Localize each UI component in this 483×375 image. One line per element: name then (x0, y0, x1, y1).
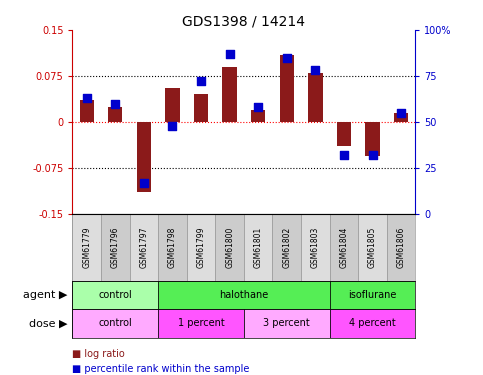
Bar (215, 214, 244, 281)
Text: GSM61800: GSM61800 (225, 227, 234, 268)
Bar (187, 214, 215, 281)
Bar (72, 309, 158, 338)
Bar (129, 214, 158, 281)
Bar (72, 281, 158, 309)
Text: GSM61798: GSM61798 (168, 227, 177, 268)
Bar (330, 214, 358, 281)
Bar (244, 309, 330, 338)
Text: ■ percentile rank within the sample: ■ percentile rank within the sample (72, 364, 250, 374)
Text: GSM61804: GSM61804 (340, 227, 348, 268)
Bar (244, 214, 272, 281)
Bar (387, 214, 415, 281)
Text: GSM61805: GSM61805 (368, 227, 377, 268)
Bar (308, 73, 323, 122)
Text: GSM61799: GSM61799 (197, 227, 206, 268)
Bar (108, 106, 123, 122)
Text: GSM61796: GSM61796 (111, 227, 120, 268)
Bar (158, 214, 187, 281)
Text: GSM61802: GSM61802 (282, 227, 291, 268)
Point (283, 55, 291, 61)
Bar (137, 122, 151, 192)
Point (197, 78, 205, 84)
Point (83, 95, 91, 101)
Point (340, 152, 348, 158)
Text: dose ▶: dose ▶ (29, 318, 68, 328)
Point (397, 110, 405, 116)
Text: GSM61803: GSM61803 (311, 227, 320, 268)
Bar (158, 281, 330, 309)
Text: 4 percent: 4 percent (349, 318, 396, 328)
Text: agent ▶: agent ▶ (23, 290, 68, 300)
Text: GSM61797: GSM61797 (140, 227, 148, 268)
Text: control: control (99, 290, 132, 300)
Bar (337, 122, 351, 146)
Bar (80, 100, 94, 122)
Bar (194, 94, 208, 122)
Bar (158, 309, 244, 338)
Bar (251, 110, 265, 122)
Point (112, 100, 119, 106)
Bar (272, 214, 301, 281)
Bar (223, 67, 237, 122)
Text: isoflurane: isoflurane (348, 290, 397, 300)
Text: GSM61801: GSM61801 (254, 227, 263, 268)
Point (255, 104, 262, 110)
Bar (165, 88, 180, 122)
Text: halothane: halothane (219, 290, 269, 300)
Bar (365, 122, 380, 156)
Bar (72, 214, 101, 281)
Point (140, 180, 148, 186)
Point (226, 51, 233, 57)
Title: GDS1398 / 14214: GDS1398 / 14214 (183, 15, 305, 29)
Text: 3 percent: 3 percent (263, 318, 310, 328)
Bar (358, 214, 387, 281)
Text: GSM61779: GSM61779 (82, 227, 91, 268)
Bar (394, 112, 408, 122)
Bar (280, 54, 294, 122)
Text: GSM61806: GSM61806 (397, 227, 406, 268)
Text: 1 percent: 1 percent (178, 318, 225, 328)
Text: control: control (99, 318, 132, 328)
Point (312, 68, 319, 74)
Text: ■ log ratio: ■ log ratio (72, 349, 125, 359)
Point (169, 123, 176, 129)
Bar (330, 309, 415, 338)
Point (369, 152, 376, 158)
Bar (330, 281, 415, 309)
Bar (101, 214, 129, 281)
Bar (301, 214, 330, 281)
